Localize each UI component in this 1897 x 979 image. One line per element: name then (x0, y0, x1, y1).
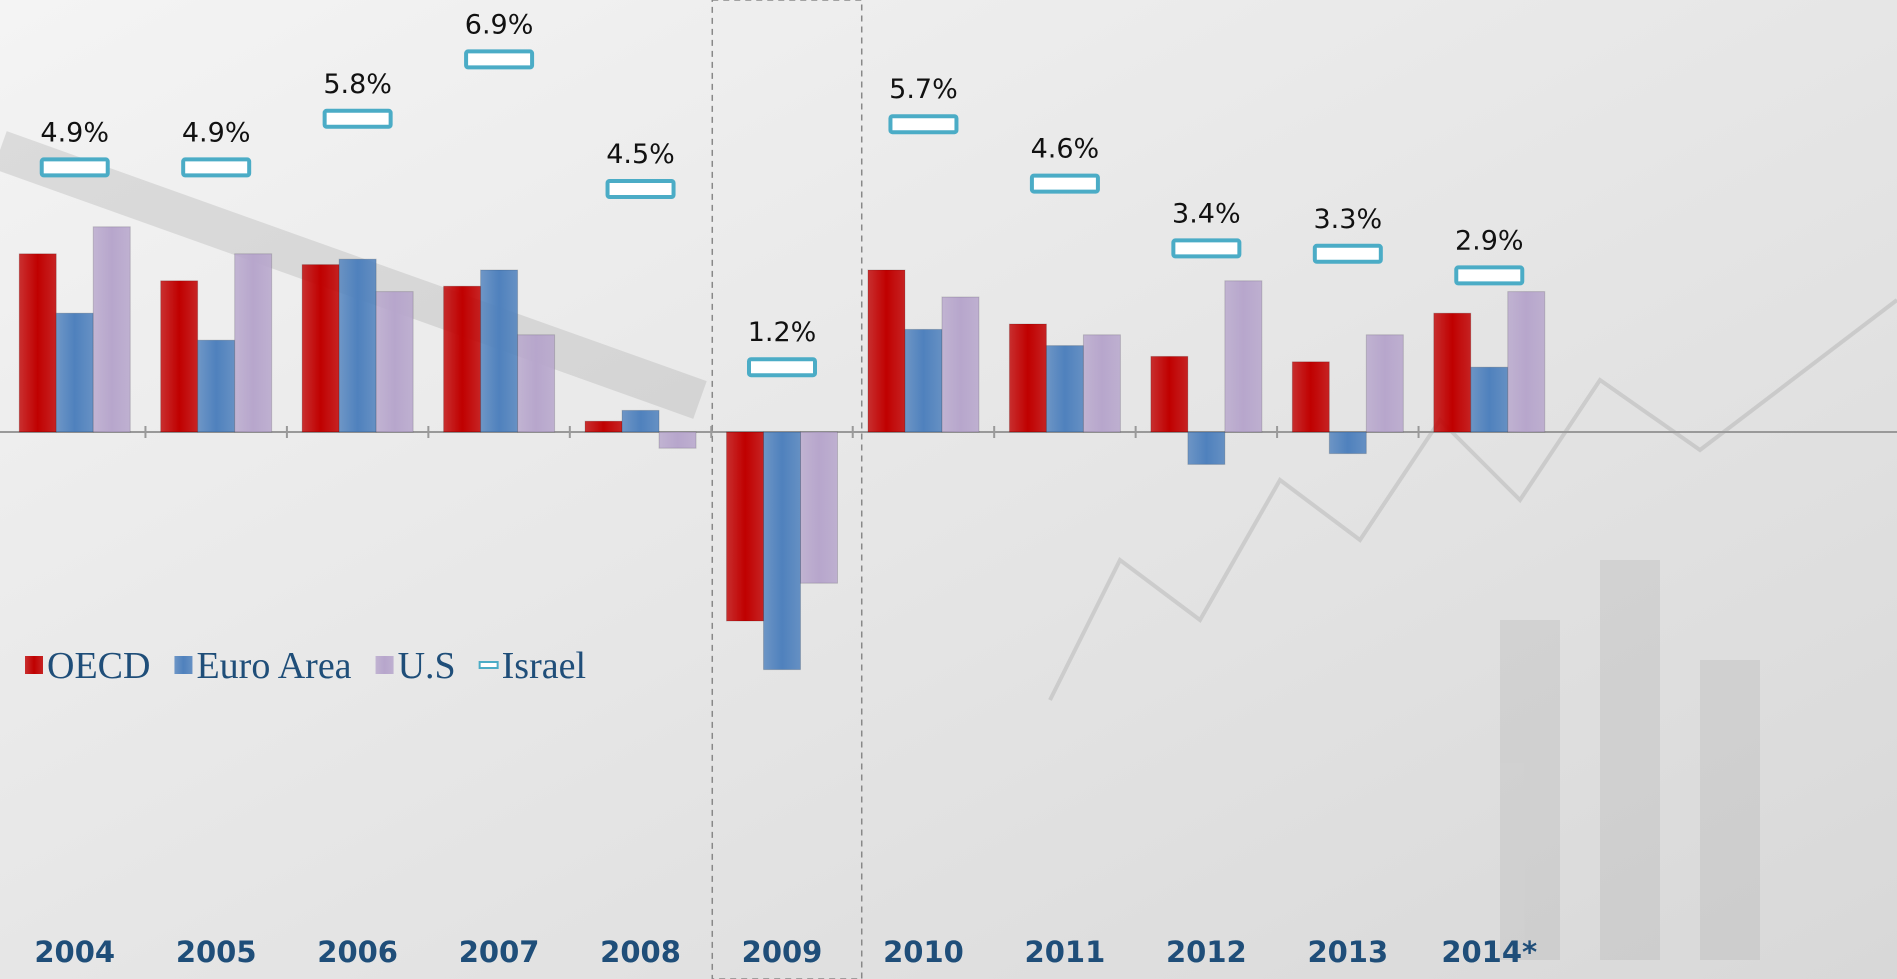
bar (658, 431, 697, 449)
bar (443, 285, 482, 433)
bar (941, 296, 980, 433)
x-tick-label: 2010 (883, 935, 964, 969)
value-label: 4.9% (40, 117, 109, 148)
marker (39, 157, 110, 178)
bar (517, 334, 556, 433)
bar (621, 409, 660, 433)
bar (1187, 431, 1226, 465)
bar (92, 226, 131, 433)
value-label: 4.6% (1031, 134, 1100, 165)
bar (1224, 280, 1263, 433)
bar (1150, 355, 1189, 433)
bar (800, 431, 838, 584)
x-tick-label: 2014* (1441, 935, 1537, 969)
marker (747, 357, 817, 378)
bar (1470, 366, 1509, 433)
marker (322, 108, 393, 129)
x-tick-label: 2004 (34, 935, 115, 969)
bar (197, 339, 236, 433)
x-tick-label: 2006 (317, 935, 398, 969)
bar (1008, 323, 1047, 433)
bar (480, 269, 519, 433)
legend-label: U.S (398, 645, 456, 687)
legend-label: Euro Area (196, 645, 351, 687)
legend-swatch (478, 661, 499, 669)
bar (1433, 312, 1472, 433)
legend-label: OECD (47, 645, 150, 687)
bar (338, 258, 377, 433)
marker (181, 157, 252, 178)
legend-swatch (174, 656, 193, 674)
value-label: 5.8% (323, 69, 392, 100)
value-label: 1.2% (748, 317, 817, 348)
bar (1365, 334, 1404, 433)
bar (1291, 361, 1330, 433)
value-label: 4.9% (182, 117, 251, 148)
x-tick-label: 2007 (459, 935, 540, 969)
x-tick-label: 2012 (1166, 935, 1247, 969)
bar (904, 328, 943, 433)
value-label: 5.7% (889, 74, 958, 105)
x-tick-label: 2005 (176, 935, 257, 969)
x-tick-label: 2013 (1307, 935, 1388, 969)
bar (18, 253, 57, 433)
bar (55, 312, 94, 433)
marker (1454, 265, 1525, 286)
bar (763, 431, 801, 671)
value-label: 2.9% (1455, 225, 1524, 256)
bar (375, 291, 414, 433)
x-tick-label: 2009 (742, 935, 823, 969)
bar (160, 280, 199, 433)
value-label: 3.4% (1172, 198, 1241, 229)
x-tick-label: 2011 (1025, 935, 1106, 969)
marker (1029, 173, 1100, 194)
bar (234, 253, 273, 433)
bar (301, 264, 340, 433)
marker (605, 179, 676, 199)
bar (1082, 334, 1121, 433)
x-tick-label: 2008 (600, 935, 681, 969)
legend-label: Israel (502, 645, 586, 687)
bar (726, 431, 764, 622)
marker (1171, 238, 1242, 259)
value-label: 3.3% (1314, 204, 1383, 235)
marker (1312, 243, 1383, 264)
legend-swatch (25, 656, 43, 674)
bar (867, 269, 906, 433)
bar (1507, 291, 1546, 433)
highlight-box (711, 0, 863, 979)
marker (464, 49, 535, 70)
marker (888, 114, 959, 135)
bar (1045, 345, 1084, 433)
value-label: 4.5% (606, 139, 675, 170)
legend-swatch (375, 656, 394, 674)
bar (584, 420, 623, 433)
bar (1328, 431, 1367, 455)
value-label: 6.9% (465, 9, 534, 40)
